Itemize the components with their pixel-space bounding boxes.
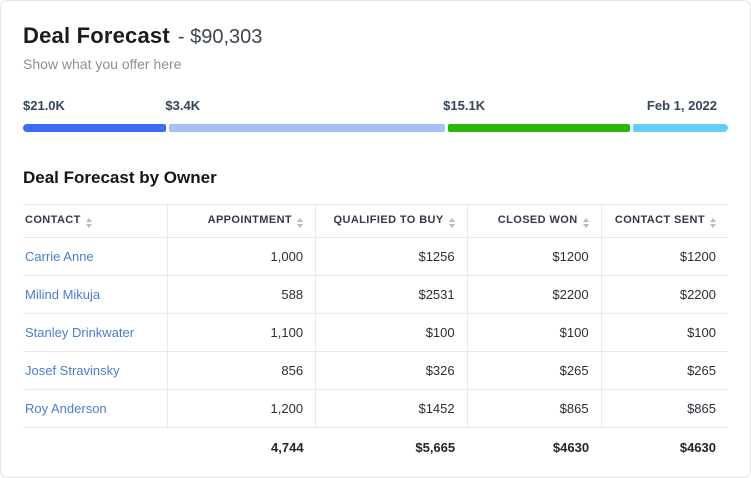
contact-link[interactable]: Milind Mikuja	[25, 287, 101, 302]
contact-link[interactable]: Roy Anderson	[25, 401, 107, 416]
table-row: Milind Mikuja 588 $2531 $2200 $2200	[23, 275, 728, 314]
column-label: Qualified to buy	[333, 214, 444, 226]
contact-sent-cell: $865	[600, 389, 728, 428]
column-header-appointment[interactable]: Appointment	[167, 204, 316, 238]
qualified-cell: $2531	[315, 275, 468, 314]
totals-qualified: $5,665	[415, 440, 456, 455]
contact-link[interactable]: Stanley Drinkwater	[25, 325, 135, 340]
closed-won-cell: $100	[466, 313, 602, 352]
contact-link[interactable]: Carrie Anne	[25, 249, 94, 264]
closed-won-cell: $2200	[466, 275, 602, 314]
forecast-progress: $21.0K $3.4K $15.1K Feb 1, 2022	[23, 98, 728, 142]
page-subtitle: Show what you offer here	[23, 56, 182, 72]
totals-contact-sent: $4630	[679, 440, 716, 455]
totals-closed-won: $4630	[552, 440, 590, 455]
table-row: Stanley Drinkwater 1,100 $100 $100 $100	[23, 313, 728, 352]
table-header-row: Contact Appointment Qualified to buy Clo…	[23, 204, 728, 238]
table-row: Carrie Anne 1,000 $1256 $1200 $1200	[23, 237, 728, 276]
contact-cell: Milind Mikuja	[23, 275, 168, 314]
table-row: Josef Stravinsky 856 $326 $265 $265	[23, 351, 728, 390]
progress-bar	[23, 124, 728, 132]
progress-segment-green	[447, 124, 631, 132]
contact-cell: Josef Stravinsky	[23, 351, 168, 390]
appointment-cell: 1,000	[167, 237, 316, 276]
contact-cell: Stanley Drinkwater	[23, 313, 168, 352]
totals-spacer	[23, 428, 168, 468]
appointment-cell: 856	[167, 351, 316, 390]
qualified-cell: $1256	[315, 237, 468, 276]
column-label: Contact sent	[614, 214, 705, 226]
page-title: Deal Forecast	[23, 23, 170, 48]
column-label: Appointment	[207, 214, 293, 226]
progress-label-2: $3.4K	[165, 98, 201, 113]
progress-label-3: $15.1K	[443, 98, 486, 113]
contact-sent-cell: $1200	[600, 237, 728, 276]
column-header-contact-sent[interactable]: Contact sent	[600, 204, 728, 238]
sort-icon[interactable]	[582, 218, 589, 228]
section-heading: Deal Forecast by Owner	[23, 168, 217, 187]
sort-icon[interactable]	[85, 218, 92, 228]
progress-labels: $21.0K $3.4K $15.1K Feb 1, 2022	[23, 98, 728, 118]
qualified-cell: $1452	[315, 389, 468, 428]
totals-appointment: 4,744	[271, 440, 304, 455]
progress-label-4: Feb 1, 2022	[646, 98, 718, 113]
sort-icon[interactable]	[297, 218, 304, 228]
closed-won-cell: $865	[466, 389, 602, 428]
contact-sent-cell: $2200	[600, 275, 728, 314]
progress-segment-blue	[23, 124, 167, 132]
contact-cell: Roy Anderson	[23, 389, 168, 428]
deal-forecast-table: Contact Appointment Qualified to buy Clo…	[23, 204, 728, 467]
closed-won-cell: $265	[466, 351, 602, 390]
column-label: Contact	[25, 214, 81, 226]
header: Deal Forecast - $90,303	[23, 23, 728, 49]
contact-link[interactable]: Josef Stravinsky	[25, 363, 120, 378]
page-amount: - $90,303	[177, 26, 263, 48]
progress-segment-cyan	[633, 124, 728, 132]
contact-sent-cell: $265	[600, 351, 728, 390]
sort-icon[interactable]	[448, 218, 455, 228]
appointment-cell: 588	[167, 275, 316, 314]
table-row: Roy Anderson 1,200 $1452 $865 $865	[23, 389, 728, 428]
appointment-cell: 1,200	[167, 389, 316, 428]
contact-sent-cell: $100	[600, 313, 728, 352]
column-header-qualified-to-buy[interactable]: Qualified to buy	[315, 204, 468, 238]
column-header-contact[interactable]: Contact	[23, 204, 168, 238]
totals-row: 4,744 $5,665 $4630 $4630	[23, 428, 728, 468]
progress-segment-lightblue	[169, 124, 445, 132]
qualified-cell: $100	[315, 313, 468, 352]
sort-icon[interactable]	[710, 218, 716, 228]
closed-won-cell: $1200	[466, 237, 602, 276]
appointment-cell: 1,100	[167, 313, 316, 352]
progress-label-1: $21.0K	[23, 98, 65, 113]
column-label: Closed won	[497, 214, 578, 226]
qualified-cell: $326	[315, 351, 468, 390]
column-header-closed-won[interactable]: Closed won	[466, 204, 602, 238]
contact-cell: Carrie Anne	[23, 237, 168, 276]
